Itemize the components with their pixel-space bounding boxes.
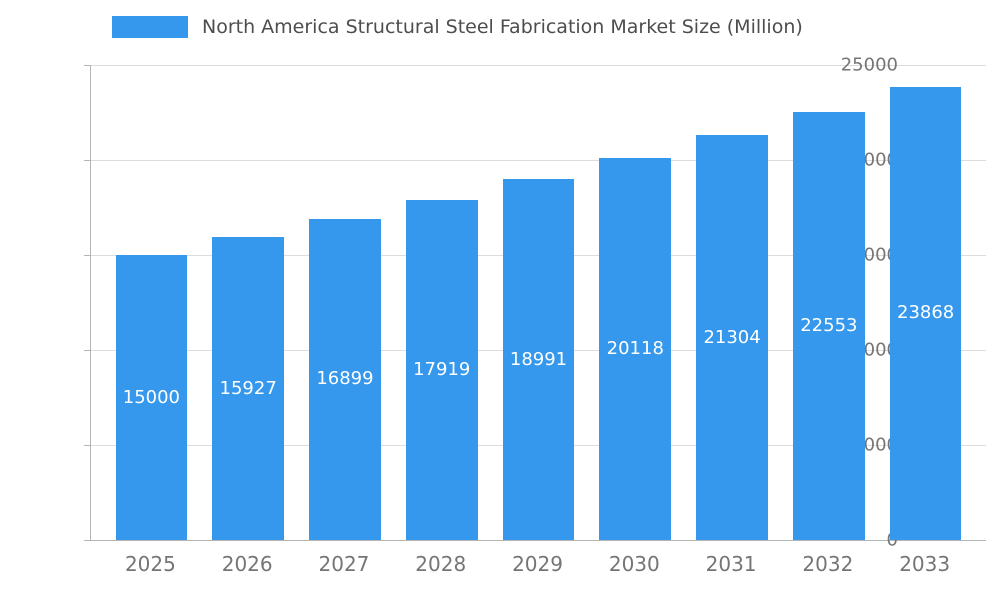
bar: 20118	[599, 157, 672, 540]
y-tick-mark	[84, 350, 91, 351]
legend-swatch	[112, 16, 188, 38]
x-axis: 2025 2026 2027 2028 2029 2030 2031 2032 2033	[90, 552, 985, 576]
x-tick-label: 2026	[221, 552, 273, 576]
x-tick-label: 2033	[899, 552, 951, 576]
bar: 23868	[889, 86, 962, 540]
x-tick-label: 2031	[705, 552, 757, 576]
bar-value-label: 18991	[509, 348, 568, 370]
legend-label: North America Structural Steel Fabricati…	[202, 16, 803, 38]
bar: 16899	[309, 218, 381, 540]
bar: 15000	[115, 255, 188, 540]
bar-slot: 15927	[200, 65, 297, 540]
gridline	[91, 65, 986, 66]
y-tick-label: 25000	[840, 54, 898, 76]
bar-value-label: 15000	[122, 386, 181, 408]
y-tick-mark	[84, 445, 91, 446]
bar-slot: 17919	[393, 65, 490, 540]
bar: 21304	[696, 135, 768, 540]
bar-value-label: 23868	[897, 302, 955, 324]
gridline	[91, 160, 986, 161]
chart-legend[interactable]: North America Structural Steel Fabricati…	[112, 16, 803, 38]
x-tick-label: 2025	[124, 552, 176, 576]
bar-value-label: 16899	[316, 368, 374, 390]
bar-slot: 22553	[780, 65, 877, 540]
x-tick-label: 2032	[802, 552, 854, 576]
bar: 22553	[793, 111, 865, 540]
y-tick-mark	[84, 65, 91, 66]
y-tick-mark	[84, 255, 91, 256]
y-tick-label: 0	[886, 529, 898, 551]
bar: 18991	[502, 179, 575, 540]
bar-slot: 23868	[877, 65, 974, 540]
bar-slot: 16899	[297, 65, 394, 540]
bar-slot: 18991	[490, 65, 587, 540]
bar-slot: 21304	[684, 65, 781, 540]
bar-slot: 20118	[587, 65, 684, 540]
y-tick-mark	[84, 160, 91, 161]
y-tick-mark	[84, 540, 91, 541]
bar: 17919	[405, 199, 478, 540]
x-tick-label: 2029	[512, 552, 563, 576]
x-tick-label: 2027	[318, 552, 370, 576]
bar-value-label: 21304	[703, 326, 761, 348]
bar-value-label: 20118	[606, 337, 664, 359]
x-tick-label: 2030	[608, 552, 660, 576]
bar-value-label: 15927	[219, 377, 277, 399]
x-tick-label: 2028	[415, 552, 467, 576]
bar-value-label: 22553	[800, 314, 858, 336]
bars-row: 15000 15927 16899 17919 18991 20118 21304 22553…	[91, 65, 986, 540]
bar-value-label: 17919	[413, 358, 471, 380]
bar: 15927	[212, 237, 284, 540]
plot-area: 15000 15927 16899 17919 18991 20118 21304 22553…	[84, 65, 986, 541]
bar-slot: 15000	[103, 65, 200, 540]
